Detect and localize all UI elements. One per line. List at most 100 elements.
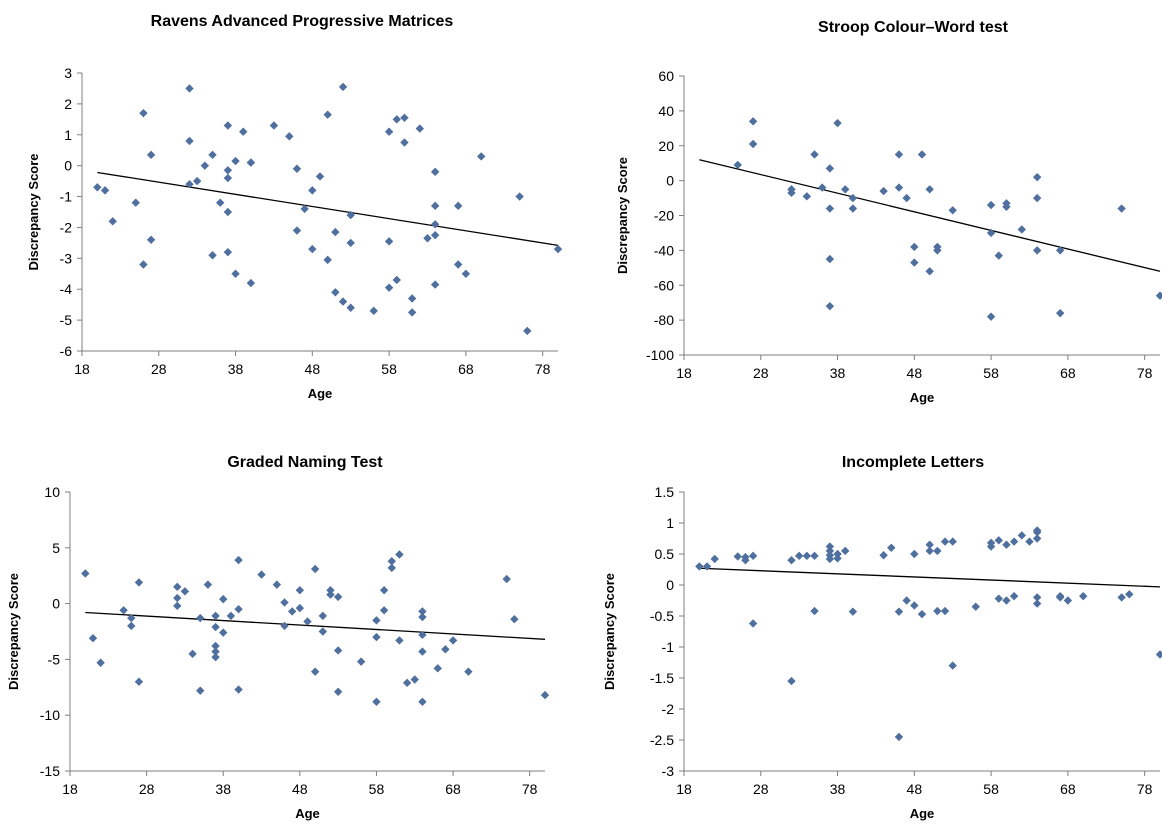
data-point — [1155, 291, 1162, 300]
x-tick-label: 28 — [139, 781, 155, 797]
data-point — [223, 121, 233, 130]
x-tick-label: 28 — [151, 361, 167, 377]
data-point — [910, 258, 919, 267]
data-point — [234, 685, 243, 694]
y-tick-label: 10 — [44, 484, 60, 500]
chart-panel-1: Ravens Advanced Progressive Matrices 3 2 1 0… — [26, 13, 563, 401]
data-point — [1009, 591, 1019, 601]
y-tick-label: -1 — [662, 639, 675, 655]
data-point — [323, 255, 332, 265]
data-point — [695, 562, 704, 571]
trend-line — [699, 159, 1161, 272]
data-point — [418, 647, 427, 656]
data-point — [841, 546, 850, 556]
y-tick-label: -2.5 — [650, 732, 674, 748]
data-point — [833, 554, 842, 563]
y-tick-label: -3 — [60, 250, 73, 266]
data-point — [211, 647, 220, 656]
y-tick-label: 0 — [52, 596, 60, 612]
data-point — [215, 198, 225, 207]
data-point — [510, 615, 519, 624]
data-point — [925, 267, 934, 276]
x-tick-label: 28 — [753, 365, 769, 381]
data-point — [986, 200, 996, 210]
data-point — [515, 192, 524, 201]
data-point — [372, 632, 381, 642]
data-point — [119, 606, 128, 615]
data-point — [477, 152, 486, 161]
data-point — [81, 569, 90, 578]
data-point — [308, 186, 317, 195]
data-point — [894, 732, 904, 742]
x-tick-label: 68 — [1060, 781, 1076, 797]
data-point — [139, 108, 148, 118]
data-point — [430, 280, 440, 289]
y-tick-label: -1 — [60, 189, 73, 205]
data-point — [940, 537, 950, 546]
x-tick-label: 18 — [74, 361, 90, 377]
data-point — [292, 226, 302, 235]
data-point — [108, 217, 117, 226]
x-tick-label: 38 — [228, 361, 244, 377]
data-point — [971, 602, 980, 611]
data-point — [331, 288, 340, 297]
data-point — [308, 244, 317, 254]
data-point — [208, 251, 217, 260]
y-tick-label: 0 — [666, 577, 674, 593]
y-tick-label: 1 — [64, 127, 72, 143]
data-point — [338, 297, 348, 306]
data-point — [326, 586, 335, 595]
x-tick-label: 48 — [907, 365, 923, 381]
data-point — [1032, 193, 1042, 203]
data-point — [887, 543, 896, 552]
data-point — [453, 201, 463, 211]
data-point — [986, 312, 996, 321]
data-point — [748, 619, 758, 628]
data-point — [825, 164, 835, 173]
data-point — [833, 118, 842, 128]
data-point — [257, 570, 266, 579]
data-point — [733, 160, 742, 170]
data-point — [223, 247, 233, 257]
data-point — [188, 649, 197, 659]
data-point — [1002, 596, 1011, 605]
data-point — [208, 150, 217, 160]
x-tick-label: 68 — [445, 781, 461, 797]
data-point — [702, 562, 712, 571]
data-point — [200, 161, 210, 170]
data-point — [787, 556, 796, 565]
data-point — [146, 235, 156, 244]
data-point — [100, 186, 110, 195]
y-tick-label: -5 — [60, 312, 73, 328]
x-axis-label: Age — [295, 806, 320, 821]
y-tick-label: 0 — [64, 158, 72, 174]
x-tick-label: 28 — [753, 781, 769, 797]
data-point — [848, 204, 858, 213]
data-point — [848, 607, 858, 616]
data-point — [994, 594, 1003, 603]
data-point — [430, 230, 440, 240]
data-point — [292, 164, 302, 173]
data-point — [925, 185, 934, 194]
data-point — [794, 551, 804, 561]
x-tick-label: 68 — [1060, 365, 1076, 381]
data-point — [384, 283, 394, 292]
data-point — [902, 193, 911, 203]
x-tick-label: 68 — [458, 361, 474, 377]
data-point — [372, 697, 381, 707]
data-point — [825, 301, 835, 311]
x-tick-label: 48 — [907, 781, 923, 797]
data-point — [1032, 246, 1042, 255]
data-point — [93, 183, 102, 192]
y-tick-label: -2 — [60, 219, 73, 235]
data-point — [902, 596, 911, 605]
data-point — [219, 628, 228, 637]
data-point — [346, 210, 355, 220]
data-point — [448, 636, 458, 645]
data-point — [415, 124, 425, 133]
data-point — [1055, 308, 1065, 318]
y-axis-label: Discrepancy Score — [26, 153, 41, 270]
data-point — [802, 192, 812, 201]
